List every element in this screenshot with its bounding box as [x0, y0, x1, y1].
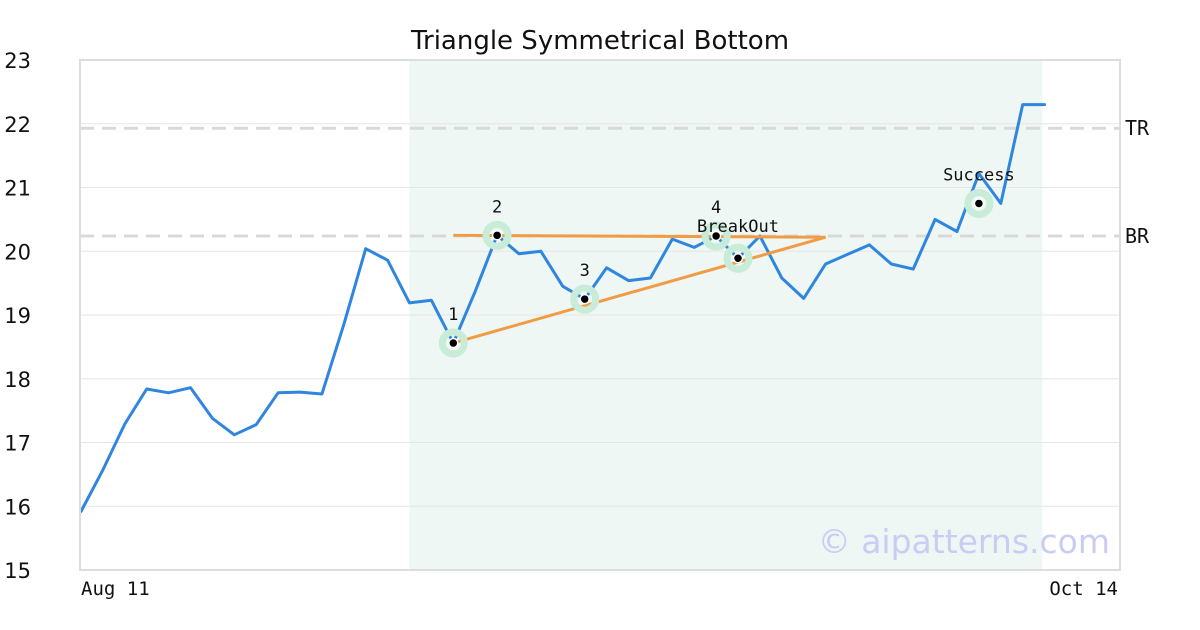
point-highlight: [701, 221, 731, 251]
level-label-tr: TR: [1125, 116, 1150, 140]
resistance-trend-line: [453, 233, 826, 239]
y-tick-label: 16: [4, 495, 31, 519]
point-label: Success: [943, 165, 1015, 185]
price-series-line: [79, 103, 1047, 513]
y-tick-label: 20: [4, 240, 31, 264]
point-label: 4: [711, 198, 721, 218]
point-highlight: [438, 328, 468, 358]
y-tick-label: 22: [4, 113, 31, 137]
pattern-point: 2: [482, 197, 512, 250]
y-tick-label: 23: [4, 49, 31, 73]
point-dot: [732, 253, 744, 264]
point-label: 1: [448, 305, 458, 325]
y-tick-label: 18: [4, 368, 31, 392]
trend-lines: [452, 233, 827, 345]
x-tick-label: Aug 11: [81, 578, 150, 600]
pattern-point: Success: [943, 165, 1015, 218]
point-highlight: [723, 243, 753, 273]
point-highlight: [482, 220, 512, 250]
point-dot: [448, 337, 459, 349]
point-highlight: [570, 284, 600, 314]
x-tick-label: Oct 14: [1049, 578, 1118, 600]
plot-frame: [79, 59, 1121, 571]
pattern-point: 1: [438, 305, 468, 358]
point-dot: [491, 230, 503, 241]
y-tick-label: 19: [4, 304, 31, 328]
point-label: BreakOut: [697, 217, 779, 237]
point-dot: [710, 230, 722, 242]
pattern-point: BreakOut: [697, 217, 779, 273]
y-tick-label: 21: [4, 177, 31, 201]
level-label-br: BR: [1125, 224, 1150, 248]
point-dot: [579, 293, 590, 305]
point-label: 3: [580, 261, 590, 281]
point-dot: [973, 198, 985, 209]
y-tick-label: 17: [4, 432, 31, 456]
pattern-point: 3: [570, 261, 600, 314]
point-highlight: [964, 188, 994, 218]
point-label: 2: [492, 197, 502, 217]
watermark: © aipatterns.com: [818, 522, 1110, 561]
pattern-point: 4: [701, 198, 731, 251]
support-trend-line: [452, 235, 827, 345]
chart-title: Triangle Symmetrical Bottom: [410, 26, 789, 56]
y-tick-label: 15: [4, 559, 31, 583]
